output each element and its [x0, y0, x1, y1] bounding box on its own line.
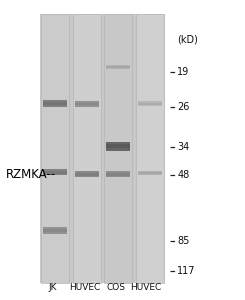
Bar — [106, 171, 130, 178]
Bar — [138, 103, 162, 105]
Text: 26: 26 — [177, 102, 190, 112]
Bar — [106, 173, 130, 176]
Bar — [138, 101, 162, 106]
Bar — [43, 227, 67, 234]
Bar — [104, 14, 132, 283]
Bar — [43, 169, 67, 175]
Text: 85: 85 — [177, 236, 190, 246]
Bar — [43, 102, 67, 105]
Bar — [106, 144, 130, 148]
Text: JK: JK — [49, 284, 57, 292]
Bar — [74, 173, 99, 176]
Bar — [138, 171, 162, 176]
Text: 48: 48 — [177, 170, 190, 180]
Text: 34: 34 — [177, 142, 190, 152]
Text: COS: COS — [107, 284, 126, 292]
Bar — [106, 66, 130, 68]
Bar — [73, 14, 101, 283]
Bar — [106, 142, 130, 151]
Bar — [106, 65, 130, 69]
Bar — [138, 172, 162, 174]
Bar — [136, 14, 164, 283]
Text: 117: 117 — [177, 266, 196, 276]
Text: RZMKA--: RZMKA-- — [6, 168, 56, 181]
Text: (kD): (kD) — [177, 34, 198, 44]
Bar — [74, 103, 99, 105]
Bar — [40, 14, 165, 283]
Text: HUVEC: HUVEC — [130, 284, 161, 292]
Bar — [74, 101, 99, 107]
Bar — [43, 171, 67, 174]
Text: HUVEC: HUVEC — [69, 284, 100, 292]
Bar — [43, 100, 67, 107]
Bar — [43, 229, 67, 232]
Bar — [74, 171, 99, 178]
Text: 19: 19 — [177, 68, 190, 77]
Bar — [41, 14, 69, 283]
